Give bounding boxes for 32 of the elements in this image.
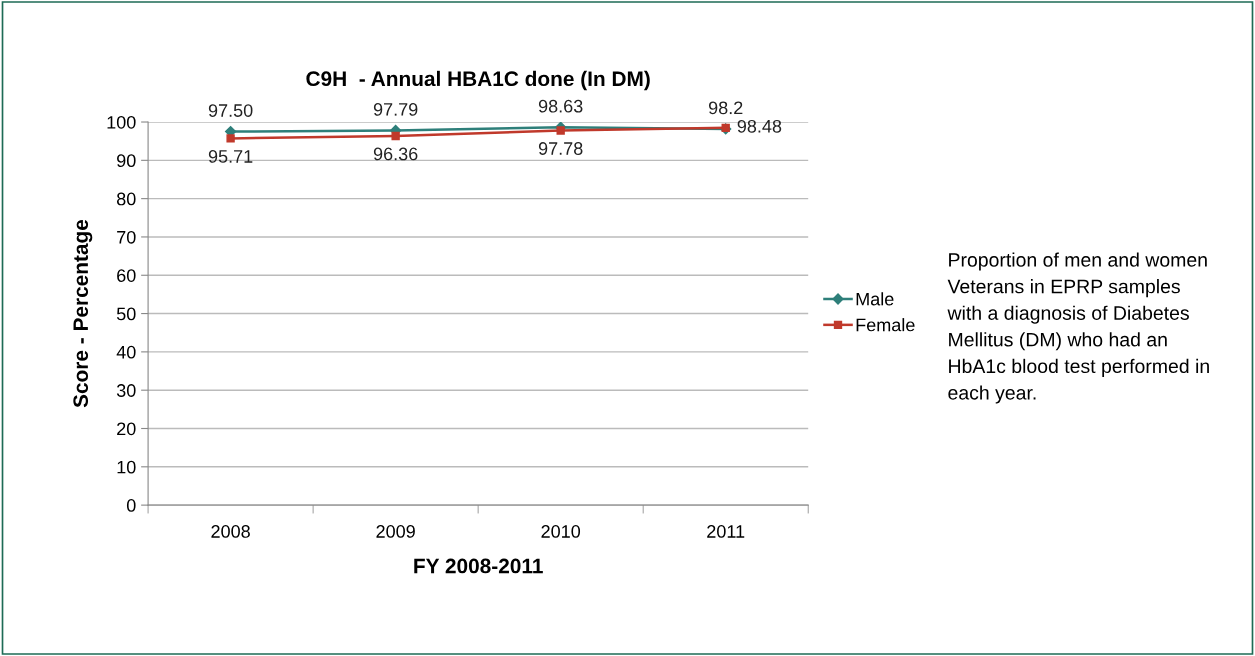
- point: [391, 131, 400, 141]
- y-tick-label: 80: [116, 192, 136, 206]
- x-tick-label: 2009: [376, 525, 415, 538]
- y-tick-label: 50: [116, 307, 136, 321]
- y-axis-title: Score - Percentage: [73, 219, 93, 408]
- y-tick-label: 30: [116, 384, 136, 397]
- data-label: 97.50: [208, 104, 253, 117]
- x-tick-label: 2010: [541, 525, 581, 538]
- data-label: 96.36: [373, 147, 418, 161]
- legend-label: Male: [856, 292, 894, 306]
- y-tick-label: 40: [116, 345, 136, 359]
- y-tick-label: 70: [117, 230, 136, 244]
- y-tick-label: 60: [117, 269, 136, 282]
- x-tick-label: 2008: [211, 525, 250, 538]
- data-label: 97.78: [538, 142, 583, 155]
- y-tick-label: 100: [107, 115, 136, 129]
- data-label: 98.63: [538, 99, 583, 113]
- text: Proportion of men and women Veterans in EPRP samples with a diagnosis of Diabetes Mellitus (DM) who had an HbA1c blood test performed in each year.: [947, 252, 1209, 404]
- y-tick-label: 10: [117, 460, 136, 474]
- data-label: 97.79: [373, 103, 418, 116]
- y-tick-label: 20: [117, 422, 136, 436]
- data-label: 98.48: [737, 119, 782, 133]
- chart-title: C9H - Annual HBA1C done (In DM): [306, 70, 650, 91]
- y-tick-label: 0: [126, 499, 136, 512]
- data-label: 95.71: [208, 150, 253, 163]
- x-tick-label: 2011: [707, 525, 745, 538]
- point: [226, 134, 235, 143]
- y-tick-label: 90: [117, 154, 136, 168]
- x-axis-title: FY 2008-2011: [414, 558, 543, 574]
- point: [556, 126, 565, 135]
- legend-label: Female: [856, 318, 915, 332]
- data-label: 98.2: [708, 101, 743, 115]
